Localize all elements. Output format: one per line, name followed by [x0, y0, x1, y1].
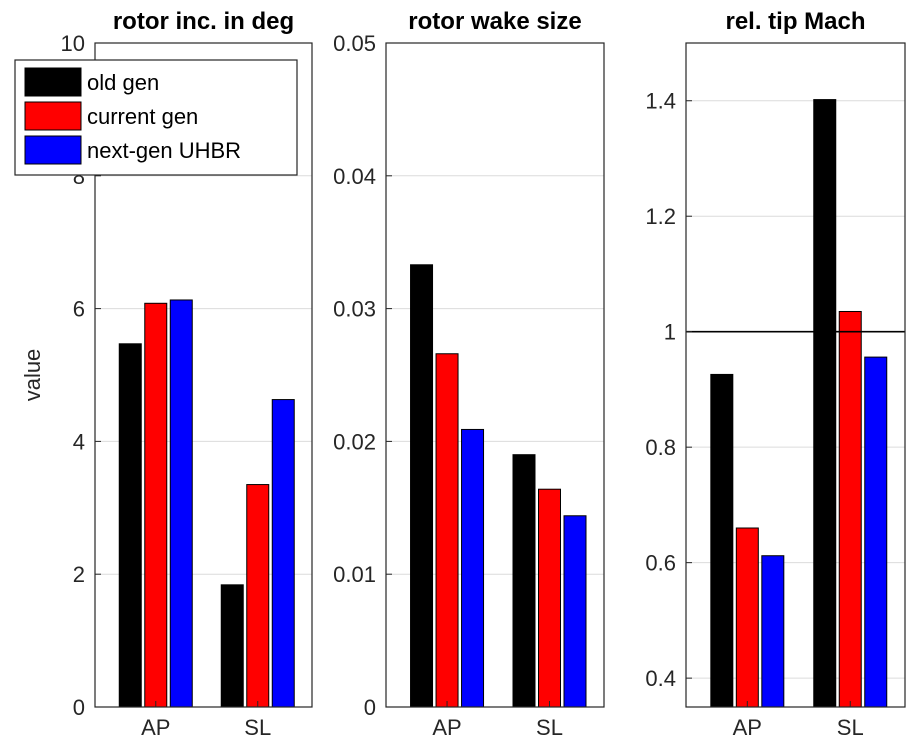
panel-1-xtick-label-ap: AP [141, 715, 170, 740]
legend-swatch-3 [24, 135, 82, 165]
panel-1-bar-sl-series-1 [220, 584, 244, 708]
panel-2-xtick-label-ap: AP [432, 715, 461, 740]
panel-1-axes-box [94, 42, 313, 708]
panel-3-title: rel. tip Mach [725, 8, 865, 35]
panel-2-bar-sl-series-1 [512, 454, 536, 708]
panel-1-ytick-label-3: 4 [73, 429, 85, 454]
panel-2-ytick-label-6: 0.05 [333, 31, 376, 56]
panel-3-ytick-label-3: 0.8 [645, 435, 676, 460]
panel-2-ytick-label-3: 0.02 [333, 429, 376, 454]
panel-2-title: rotor wake size [408, 8, 581, 35]
panel-3-ytick-label-6: 1.4 [645, 89, 676, 114]
panel-2-ytick-label-1: 0 [364, 695, 376, 720]
panel-3-bar-ap-series-2 [735, 527, 759, 708]
panel-2-xtick-label-sl: SL [536, 715, 563, 740]
legend-label-2: current gen [87, 104, 198, 129]
panel-1-ylabel: value [20, 349, 45, 402]
legend-swatch-2 [24, 101, 82, 131]
panel-2-axes-box [385, 42, 605, 708]
panel-3-ytick-label-4: 1 [664, 320, 676, 345]
panel-2-ytick-label-5: 0.04 [333, 164, 376, 189]
panel-1-ytick-label-6: 10 [61, 31, 85, 56]
panel-2-ytick-label-4: 0.03 [333, 297, 376, 322]
panel-1-title: rotor inc. in deg [113, 8, 294, 35]
legend-swatch-1 [24, 67, 82, 97]
panel-2-ytick-label-2: 0.01 [333, 562, 376, 587]
panel-3-ytick-label-2: 0.6 [645, 551, 676, 576]
panel-1-ytick-label-4: 6 [73, 297, 85, 322]
panel-3-xtick-label-sl: SL [837, 715, 864, 740]
panel-2-bar-ap-series-3 [461, 428, 485, 708]
panel-1-bar-ap-series-2 [144, 302, 168, 708]
panel-1-ytick-label-2: 2 [73, 562, 85, 587]
panel-3-ytick-label-5: 1.2 [645, 204, 676, 229]
panel-3-xtick-label-ap: AP [733, 715, 762, 740]
panel-3-axes-box [685, 42, 906, 708]
panel-3-bar-sl-series-2 [838, 310, 862, 708]
panel-1-bar-ap-series-1 [118, 343, 142, 708]
panel-3-bar-ap-series-3 [761, 555, 785, 708]
panel-2-bar-sl-series-3 [563, 515, 587, 708]
panel-3-ytick-label-1: 0.4 [645, 666, 676, 691]
panel-1-bar-sl-series-2 [246, 484, 270, 708]
panel-1-xtick-label-sl: SL [244, 715, 271, 740]
panel-2-bar-ap-series-2 [435, 353, 459, 708]
panel-1-bar-ap-series-3 [169, 299, 193, 708]
panel-2-bar-sl-series-2 [538, 488, 561, 708]
panel-1-ytick-label-1: 0 [73, 695, 85, 720]
panel-3-bar-sl-series-3 [864, 356, 888, 708]
panel-3-bar-ap-series-1 [710, 373, 734, 708]
panel-1-bar-sl-series-3 [271, 399, 295, 708]
panel-3-bar-sl-series-1 [813, 99, 837, 708]
legend-label-1: old gen [87, 70, 159, 95]
panel-2-bar-ap-series-1 [410, 264, 434, 708]
legend-label-3: next-gen UHBR [87, 138, 241, 163]
